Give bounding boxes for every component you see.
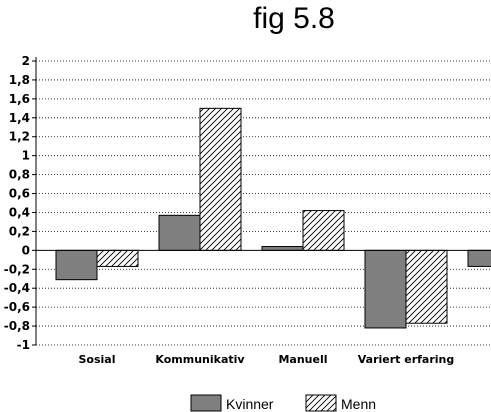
- y-tick-label: -1: [17, 338, 30, 352]
- x-category-label: Manuell: [278, 353, 327, 366]
- bars: [55, 107, 491, 329]
- x-axis-categories: Sosial Kommunikativ Manuell Variert erfarin…: [79, 353, 455, 366]
- y-tick-label: 1: [22, 149, 30, 163]
- y-tick-label: 0,4: [9, 205, 30, 219]
- y-tick-label: 1,8: [9, 73, 30, 87]
- y-tick-label: -0,4: [4, 281, 30, 295]
- y-tick-label: 1,6: [9, 92, 30, 106]
- legend-swatch-menn: [305, 394, 337, 412]
- x-category-label: Kommunikativ: [155, 353, 245, 366]
- bar-menn-1: [199, 107, 242, 251]
- y-tick-label: 1,4: [9, 111, 30, 125]
- y-tick-label: -0,6: [4, 300, 30, 314]
- x-category-label: Sosial: [79, 353, 116, 366]
- bar-kvinner-0: [55, 249, 98, 281]
- bar-kvinner-4: [467, 249, 491, 267]
- y-tick-label: 0: [22, 243, 30, 257]
- bar-menn-0: [96, 249, 139, 267]
- bar-kvinner-3: [364, 249, 407, 329]
- y-tick-label: -0,2: [4, 262, 30, 276]
- legend-label-kvinner: Kvinner: [226, 396, 274, 412]
- legend-label-menn: Menn: [341, 396, 376, 412]
- y-tick-label: 0,8: [9, 168, 30, 182]
- y-tick-label: -0,8: [4, 319, 30, 333]
- gridlines: [36, 60, 491, 346]
- bar-menn-3: [405, 249, 448, 324]
- axes: [35, 57, 491, 345]
- legend: Kvinner Menn: [190, 394, 376, 412]
- bar-kvinner-1: [158, 214, 201, 251]
- chart-title: fig 5.8: [253, 2, 335, 35]
- y-tick-label: 1,2: [9, 130, 30, 144]
- bar-kvinner-2: [261, 246, 304, 251]
- legend-swatch-kvinner: [190, 394, 222, 412]
- y-tick-label: 0,6: [9, 187, 30, 201]
- y-tick-label: 0,2: [9, 224, 30, 238]
- y-axis-ticks: 2 1,8 1,6 1,4 1,2 1 0,8 0,6 0,4 0,2 0 -0,2 -0,4 -0,6 -…: [4, 54, 36, 352]
- y-tick-label: 2: [22, 54, 30, 68]
- x-category-label: Variert erfaring: [358, 353, 455, 366]
- bar-menn-2: [302, 210, 345, 251]
